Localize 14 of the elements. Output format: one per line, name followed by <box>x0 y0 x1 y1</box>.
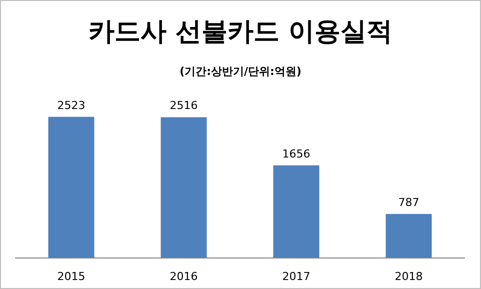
x-tick-label: 2015 <box>57 270 86 283</box>
data-label: 1656 <box>282 147 310 160</box>
bar <box>160 117 207 258</box>
data-label: 2523 <box>57 98 86 112</box>
bar <box>273 165 320 258</box>
chart-title: 카드사 선불카드 이용실적 <box>88 17 393 47</box>
bar <box>386 214 432 258</box>
x-tick-label: 2018 <box>394 270 423 283</box>
chart-subtitle: (기간:상반기/단위:억원) <box>180 65 302 78</box>
data-label: 2516 <box>170 99 198 112</box>
bar <box>48 116 94 258</box>
data-label: 787 <box>398 196 420 209</box>
x-tick-label: 2017 <box>282 270 310 283</box>
x-tick-label: 2016 <box>170 270 198 283</box>
